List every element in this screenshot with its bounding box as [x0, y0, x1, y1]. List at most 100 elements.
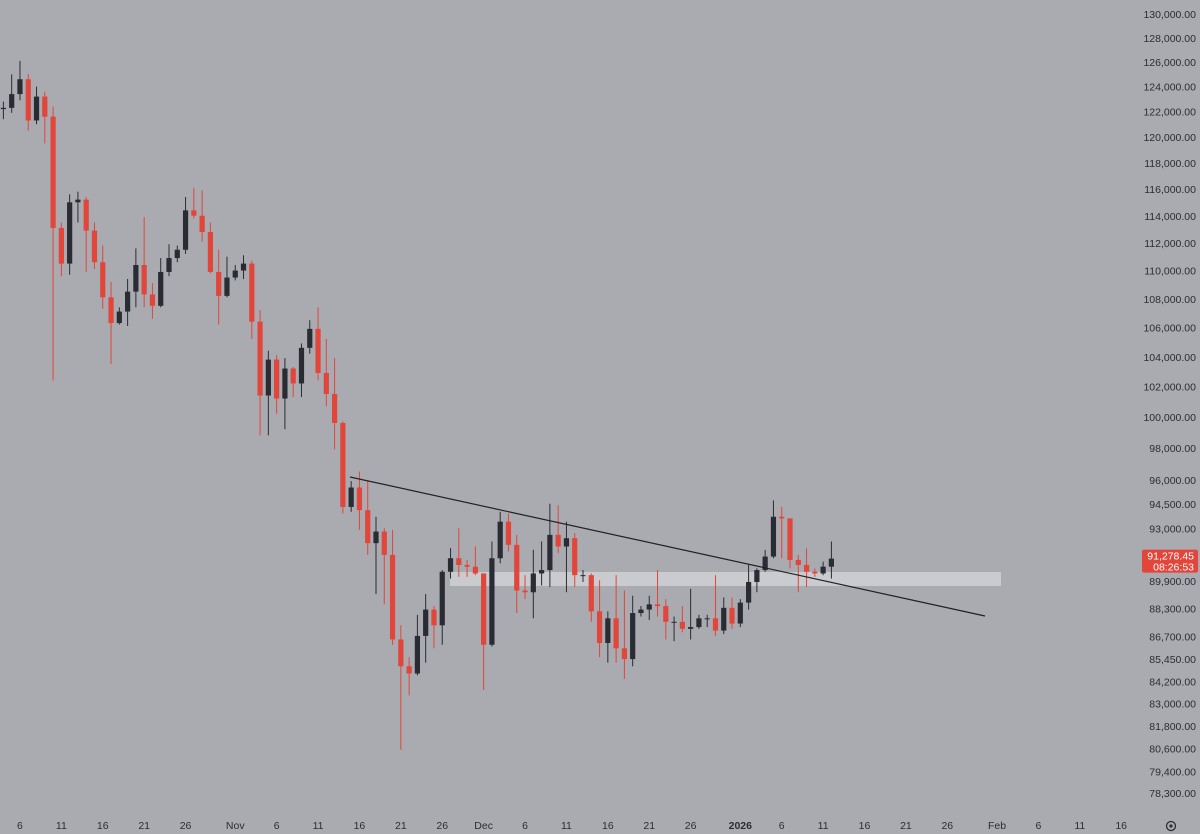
candle-body — [42, 96, 48, 117]
candle-body — [224, 277, 230, 296]
candle-body — [240, 263, 247, 271]
y-tick-label: 118,000.00 — [1144, 158, 1196, 170]
candle-body — [729, 607, 735, 624]
y-tick-label: 80,600.00 — [1149, 744, 1196, 756]
support-zone — [450, 572, 1001, 586]
candle-body — [282, 368, 288, 399]
candle-body — [58, 227, 64, 264]
candle-body — [298, 347, 305, 384]
candle-body — [389, 554, 396, 640]
candle-body — [373, 531, 379, 544]
price-tag-label: 91,278.45 — [1147, 550, 1194, 562]
x-tick-label: 16 — [859, 820, 871, 832]
candle-body — [182, 210, 189, 250]
candle-body — [456, 558, 462, 565]
candle-body — [787, 518, 793, 560]
candle-body — [646, 604, 652, 610]
y-tick-label: 102,000.00 — [1143, 382, 1196, 394]
x-tick-label: 21 — [643, 820, 655, 832]
candle-body — [323, 372, 329, 395]
candle-body — [307, 328, 313, 348]
candle-body — [754, 570, 760, 582]
candle-body — [439, 571, 445, 626]
x-tick-label: 26 — [685, 820, 697, 832]
x-tick-label: Feb — [988, 820, 1006, 832]
candle-body — [406, 666, 412, 674]
candle-body — [116, 311, 122, 324]
candle-body — [274, 359, 280, 399]
candle-body — [497, 521, 503, 559]
x-tick-label: 11 — [1074, 820, 1085, 832]
candle-body — [33, 96, 40, 121]
candle-body — [522, 590, 528, 593]
candle-body — [828, 558, 834, 567]
candle-body — [75, 199, 81, 203]
candle-body — [232, 270, 238, 278]
y-tick-label: 93,000.00 — [1149, 524, 1196, 536]
candle-body — [174, 249, 180, 259]
y-tick-label: 120,000.00 — [1143, 132, 1196, 144]
candle-body — [332, 394, 338, 424]
candle-body — [207, 231, 213, 272]
candle-body — [613, 618, 619, 649]
candle-body — [414, 635, 420, 674]
candle-body — [166, 258, 172, 272]
candle-body — [25, 79, 31, 121]
candle-body — [630, 613, 636, 660]
x-tick-label: 26 — [436, 820, 448, 832]
candle-body — [91, 230, 98, 263]
price-axis: 130,000.00 128,000.00 126,000.00 124,000.00… — [17, 9, 1198, 832]
x-tick-label: 2026 — [729, 820, 753, 832]
y-tick-label: 112,000.00 — [1144, 238, 1196, 250]
x-tick-label: 6 — [1035, 820, 1041, 832]
x-tick-label: 16 — [602, 820, 614, 832]
candle-body — [770, 516, 777, 557]
y-tick-label: 96,000.00 — [1149, 475, 1196, 487]
candle-body — [447, 558, 454, 572]
candle-body — [489, 558, 495, 645]
candle-body — [315, 328, 321, 373]
candle-body — [50, 116, 56, 228]
x-tick-label: 11 — [561, 820, 572, 832]
y-tick-label: 106,000.00 — [1143, 323, 1196, 335]
trendline — [349, 476, 986, 617]
candle-body — [381, 531, 387, 555]
y-tick-label: 126,000.00 — [1143, 57, 1196, 69]
candle-body — [663, 606, 669, 622]
candle-body — [795, 559, 801, 565]
candle-body — [423, 609, 429, 636]
candle-body — [348, 487, 354, 507]
candle-body — [605, 618, 611, 643]
x-tick-label: 6 — [522, 820, 528, 832]
y-tick-label: 78,300.00 — [1149, 788, 1196, 800]
candle-body — [555, 534, 561, 547]
x-tick-label: 26 — [180, 820, 192, 832]
x-tick-label: 21 — [138, 820, 150, 832]
candle-body — [83, 199, 89, 231]
candle-body — [481, 573, 487, 645]
candle-body — [191, 210, 197, 216]
y-tick-label: 79,400.00 — [1149, 767, 1196, 779]
candle-body — [133, 264, 139, 292]
x-tick-label: 16 — [1115, 820, 1127, 832]
x-tick-label: 16 — [97, 820, 109, 832]
candle-body — [514, 544, 520, 591]
candle-body — [563, 538, 570, 547]
candle-body — [0, 107, 6, 110]
candle-body — [472, 566, 478, 574]
y-tick-label: 84,200.00 — [1149, 676, 1196, 688]
y-tick-label: 89,900.00 — [1149, 576, 1196, 588]
y-tick-label: 88,300.00 — [1149, 603, 1196, 615]
candle-body — [257, 321, 263, 396]
y-tick-label: 83,000.00 — [1149, 698, 1196, 710]
settings-icon[interactable] — [1165, 820, 1177, 832]
candle-body — [812, 571, 818, 574]
candle-body — [588, 575, 594, 612]
candle-body — [530, 573, 536, 593]
x-tick-label: 6 — [17, 820, 23, 832]
candle-body — [696, 618, 702, 628]
x-tick-label: 11 — [56, 820, 67, 832]
candle-body — [265, 359, 271, 396]
candle-body — [505, 521, 512, 545]
y-tick-label: 130,000.00 — [1143, 9, 1196, 21]
